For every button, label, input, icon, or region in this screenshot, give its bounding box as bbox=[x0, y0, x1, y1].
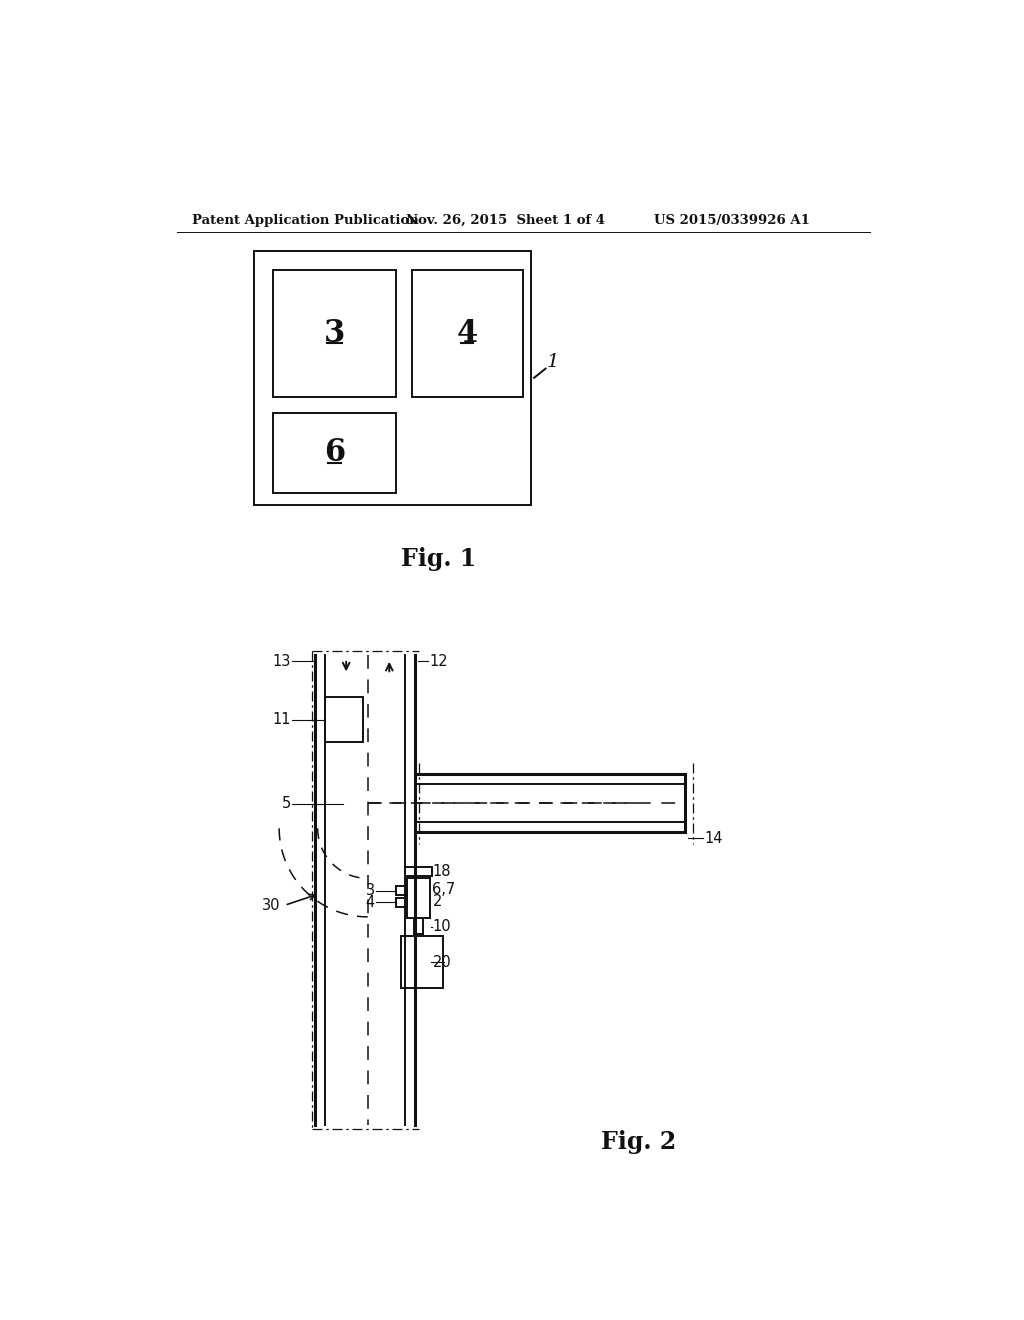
Text: Fig. 1: Fig. 1 bbox=[401, 548, 476, 572]
Bar bbox=[273, 271, 396, 397]
Text: 30: 30 bbox=[262, 898, 281, 913]
Text: 12: 12 bbox=[429, 653, 447, 669]
Text: 11: 11 bbox=[272, 713, 291, 727]
Text: 4: 4 bbox=[366, 895, 375, 909]
Text: 1: 1 bbox=[547, 354, 559, 371]
Text: 18: 18 bbox=[432, 863, 451, 879]
Text: 20: 20 bbox=[432, 954, 452, 970]
Bar bbox=[412, 271, 523, 397]
Bar bbox=[406, 867, 432, 876]
Text: 3: 3 bbox=[324, 318, 345, 348]
Text: 10: 10 bbox=[432, 919, 451, 935]
Text: Nov. 26, 2015  Sheet 1 of 4: Nov. 26, 2015 Sheet 1 of 4 bbox=[407, 214, 605, 227]
Text: 3: 3 bbox=[366, 883, 375, 898]
Text: Fig. 2: Fig. 2 bbox=[601, 1130, 677, 1154]
Bar bbox=[396, 886, 407, 895]
Text: 6,7: 6,7 bbox=[432, 882, 456, 896]
Bar bbox=[254, 251, 531, 506]
Text: 2: 2 bbox=[432, 894, 441, 909]
Bar bbox=[407, 878, 430, 919]
Bar bbox=[400, 936, 443, 989]
Bar bbox=[406, 775, 416, 832]
Text: 4: 4 bbox=[457, 318, 477, 348]
Bar bbox=[325, 697, 364, 742]
Text: US 2015/0339926 A1: US 2015/0339926 A1 bbox=[654, 214, 810, 227]
Text: 6: 6 bbox=[324, 437, 345, 469]
Text: 5: 5 bbox=[282, 796, 291, 812]
Text: 13: 13 bbox=[272, 653, 291, 669]
Text: Patent Application Publication: Patent Application Publication bbox=[193, 214, 419, 227]
Bar bbox=[273, 413, 396, 494]
Bar bbox=[396, 898, 407, 907]
Text: 14: 14 bbox=[705, 830, 723, 846]
